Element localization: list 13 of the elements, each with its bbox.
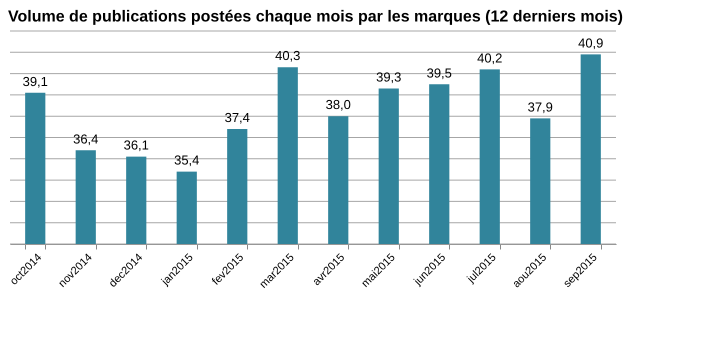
data-label: 36,1 [124, 138, 149, 153]
data-label: 40,9 [578, 35, 604, 50]
data-label: 40,2 [477, 50, 502, 66]
data-label: 35,4 [174, 152, 200, 168]
data-label: 38,0 [326, 97, 351, 112]
data-label: 37,9 [528, 99, 553, 114]
data-label: 39,3 [376, 70, 402, 85]
data-label: 39,5 [426, 65, 452, 80]
data-label: 37,4 [224, 110, 250, 125]
data-label: 39,1 [22, 74, 48, 89]
data-label: 36,4 [73, 131, 98, 146]
data-label: 40,3 [275, 48, 300, 64]
chart-title: Volume de publications postées chaque mois par les marques (12 derniers mois) [8, 8, 623, 26]
